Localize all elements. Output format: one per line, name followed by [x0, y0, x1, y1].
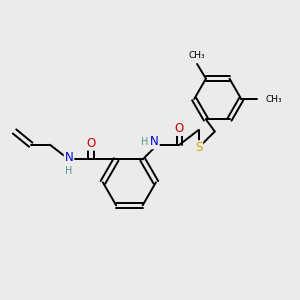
Text: S: S — [195, 141, 202, 154]
Text: N: N — [150, 135, 159, 148]
Text: O: O — [175, 122, 184, 135]
Text: H: H — [65, 166, 73, 176]
Text: N: N — [65, 151, 74, 164]
Text: H: H — [141, 137, 149, 147]
Text: CH₃: CH₃ — [189, 51, 206, 60]
Text: CH₃: CH₃ — [266, 94, 282, 103]
Text: O: O — [86, 137, 96, 150]
